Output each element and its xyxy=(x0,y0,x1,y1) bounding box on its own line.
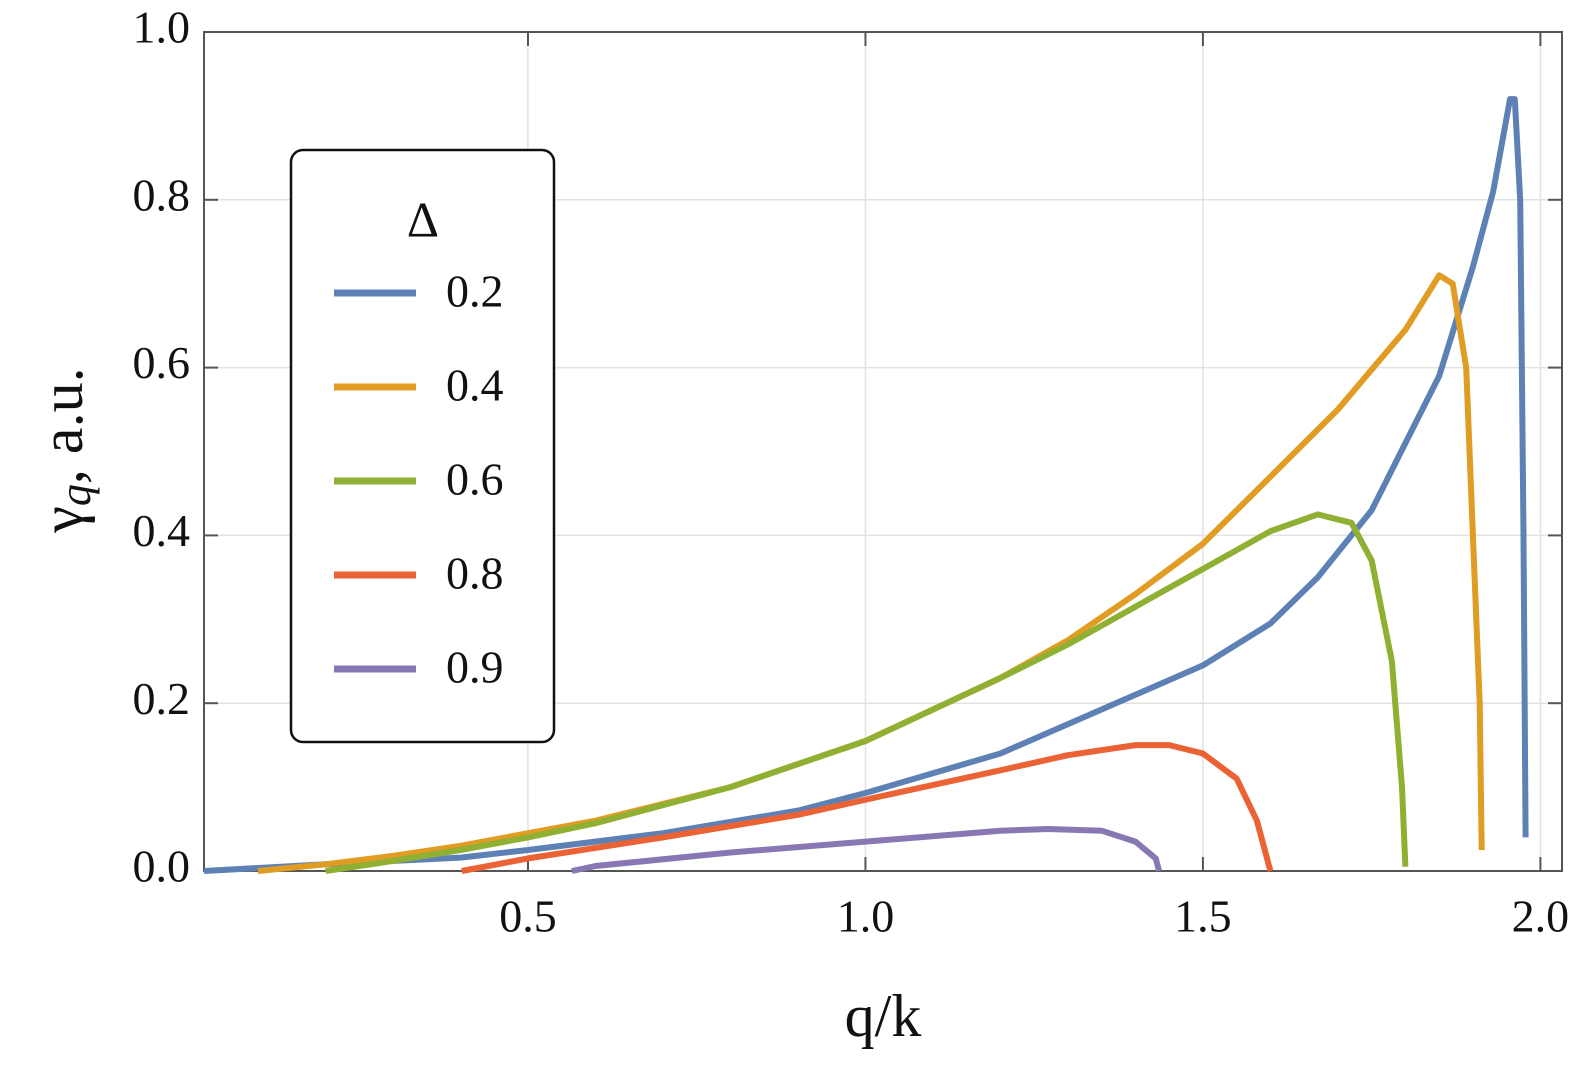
y-tick-label: 0.6 xyxy=(133,337,191,388)
x-axis-label: q/k xyxy=(845,983,922,1049)
series-line xyxy=(203,96,1529,874)
legend-label: 0.2 xyxy=(446,266,504,317)
legend-label: 0.6 xyxy=(446,454,504,505)
legend-box xyxy=(289,148,556,744)
y-label-unit: , a.u. xyxy=(29,367,95,484)
x-tick-label: 1.0 xyxy=(837,891,895,942)
y-label-subscript: q xyxy=(51,484,100,506)
y-tick-label: 0.4 xyxy=(133,505,191,556)
legend-label: 0.4 xyxy=(446,360,504,411)
y-label-symbol: γ xyxy=(29,506,95,534)
y-tick-label: 0.2 xyxy=(133,673,191,724)
plot-frame xyxy=(203,31,1563,872)
x-tick-label: 0.5 xyxy=(499,891,557,942)
y-tick-label: 0.0 xyxy=(133,841,191,892)
series-line xyxy=(571,826,1162,874)
y-axis-label: γq, a.u. xyxy=(29,367,100,533)
y-tick-label: 0.8 xyxy=(133,169,191,220)
series-line xyxy=(325,511,1409,874)
series-line xyxy=(461,742,1274,874)
y-tick-label: 1.0 xyxy=(133,2,191,53)
x-tick-label: 1.5 xyxy=(1174,891,1232,942)
legend-label: 0.8 xyxy=(446,548,504,599)
legend-label: 0.9 xyxy=(446,642,504,693)
series-line xyxy=(257,272,1485,874)
legend-title: Δ xyxy=(407,191,439,247)
x-tick-label: 2.0 xyxy=(1512,891,1570,942)
